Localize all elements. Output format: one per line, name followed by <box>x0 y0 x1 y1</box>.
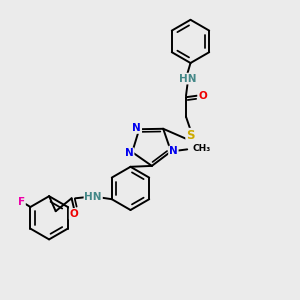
Text: S: S <box>186 129 195 142</box>
Text: N: N <box>125 148 134 158</box>
Text: HN: HN <box>179 74 196 84</box>
Text: N: N <box>169 146 178 157</box>
Text: HN: HN <box>84 192 102 202</box>
Text: N: N <box>132 123 141 133</box>
Text: O: O <box>198 91 207 101</box>
Text: F: F <box>18 196 25 207</box>
Text: CH₃: CH₃ <box>193 144 211 153</box>
Text: O: O <box>70 209 78 219</box>
